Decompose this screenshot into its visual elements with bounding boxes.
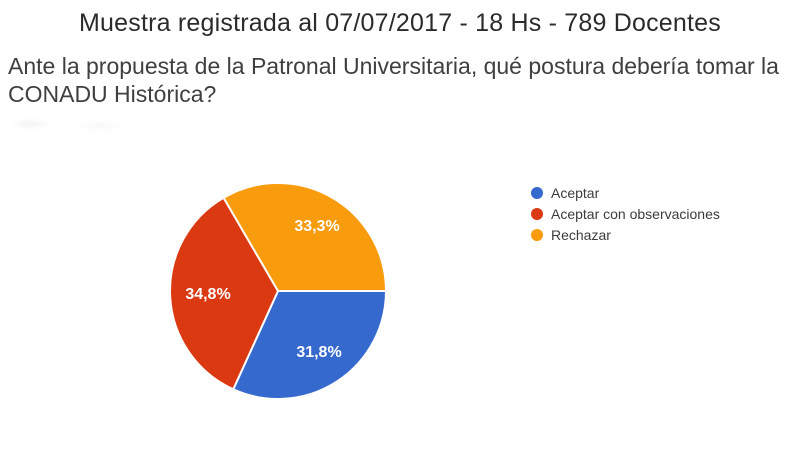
pie-chart [160,173,396,409]
chart-legend: Aceptar Aceptar con observaciones Rechaz… [531,183,720,245]
pie-label-rechazar: 33,3% [294,218,340,235]
pie-label-aceptar: 31,8% [296,344,342,361]
legend-label-aceptar-con-observaciones: Aceptar con observaciones [551,206,720,222]
legend-dot-aceptar-con-observaciones-circle [531,208,543,220]
pie-chart-svg [169,182,387,400]
legend-dot-aceptar-circle [531,187,543,199]
legend-label-aceptar: Aceptar [551,185,600,201]
pie-label-aceptar-con-observaciones: 34,8% [185,286,231,303]
legend-dot-aceptar-con-observaciones-icon [531,208,543,220]
legend-label-rechazar: Rechazar [551,227,611,243]
legend-item-aceptar: Aceptar [531,183,720,203]
legend-item-rechazar: Rechazar [531,225,720,245]
faint-artifact [10,113,160,135]
question-line-2: CONADU Histórica? [8,81,217,107]
legend-dot-rechazar-circle [531,229,543,241]
legend-dot-rechazar-icon [531,229,543,241]
legend-dot-aceptar-icon [531,187,543,199]
question-text: Ante la propuesta de la Patronal Univers… [8,52,792,108]
question-line-1: Ante la propuesta de la Patronal Univers… [8,53,779,79]
pie-slice-aceptar [232,290,387,400]
page-title: Muestra registrada al 07/07/2017 - 18 Hs… [79,9,721,37]
legend-item-aceptar-con-observaciones: Aceptar con observaciones [531,204,720,224]
pie-slice-rechazar [222,182,387,292]
